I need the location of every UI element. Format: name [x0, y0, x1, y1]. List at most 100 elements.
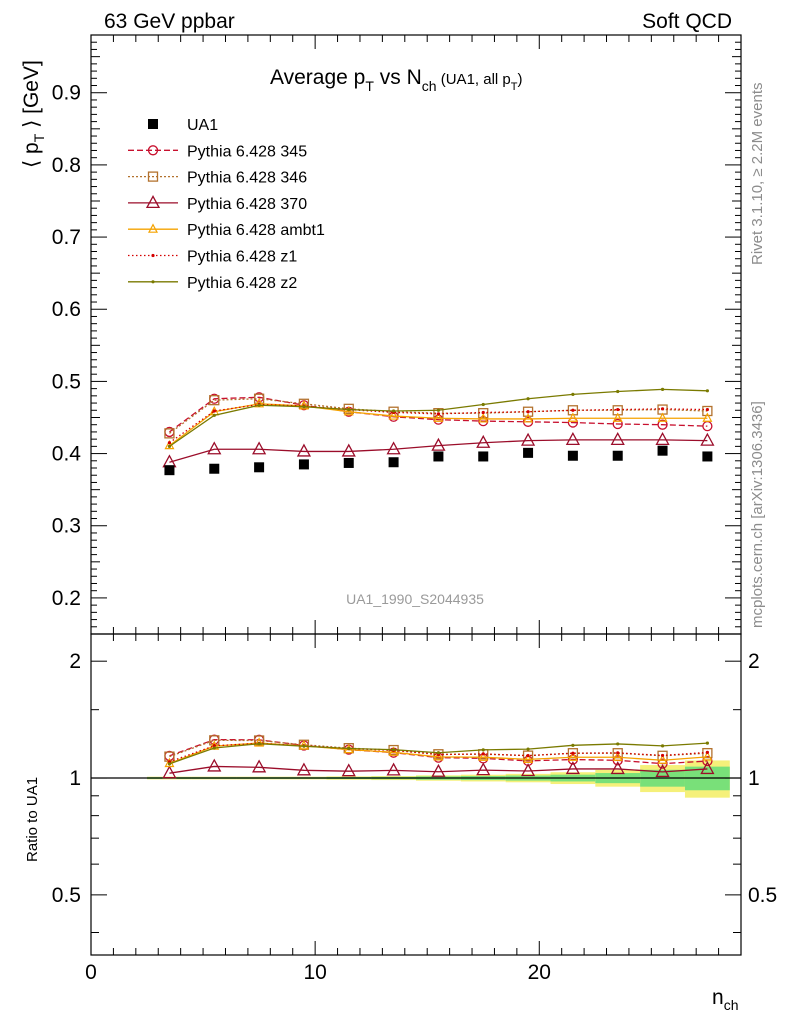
series-point [207, 441, 222, 455]
side-text-bottom: mcplots.cern.ch [arXiv:1306.3436] [749, 401, 766, 628]
series-point [702, 412, 713, 422]
ratio-y-label: Ratio to UA1 [24, 777, 41, 862]
series-ratio-point [162, 765, 177, 779]
series-ratio-point [660, 753, 665, 758]
series-point [164, 428, 175, 439]
data-point [298, 459, 309, 470]
x-tick-label: 20 [528, 961, 551, 984]
y-label-close: ⟩ [GeV] [20, 60, 43, 134]
y-tick-label: 0.2 [52, 587, 81, 610]
series-ratio-point [702, 751, 713, 761]
ratio-plot-frame [90, 633, 742, 956]
series-point [341, 443, 356, 457]
series-ratio-line [169, 765, 708, 774]
title-paren-close: ) [518, 71, 523, 88]
series-point [476, 434, 491, 448]
title-paren-open: (UA1, all p [437, 71, 511, 88]
legend-label: Pythia 6.428 345 [187, 143, 307, 160]
series-point [212, 409, 216, 413]
series-2 [162, 432, 715, 779]
x-tick-label: 10 [303, 961, 326, 984]
series-ratio-point [252, 759, 267, 773]
series-point [478, 413, 489, 423]
series-point [431, 437, 446, 451]
series-point [391, 409, 396, 413]
legend-label: Pythia 6.428 ambt1 [187, 222, 325, 239]
legend-marker [151, 253, 155, 258]
chart-title: Average pT vs Nch (UA1, all pT) [270, 66, 523, 94]
legend-label: Pythia 6.428 346 [187, 170, 307, 187]
series-ratio-point [705, 750, 709, 755]
y-tick-label: 0.7 [52, 226, 81, 249]
series-point [571, 392, 575, 396]
series-point [657, 412, 668, 422]
series-ratio-point [520, 763, 536, 777]
series-ratio-point [302, 744, 306, 748]
series-ratio-point [657, 754, 668, 764]
series-point [612, 412, 623, 422]
x-label-sub: ch [724, 997, 739, 1013]
y-tick-label: 0.6 [52, 298, 81, 321]
series-ratio-point [526, 747, 530, 751]
series-ratio-point [481, 748, 485, 752]
series-point [167, 444, 172, 448]
series-ratio-point [347, 746, 351, 751]
series-point [298, 398, 310, 409]
series-ratio-point [523, 753, 534, 763]
ratio-uncertainty-band [91, 760, 741, 798]
y-tick-label: 0.4 [52, 443, 82, 466]
series-point [567, 412, 578, 422]
series-ratio-point [478, 751, 489, 761]
series-line [169, 398, 708, 434]
series-ratio-point [481, 752, 485, 756]
series-point [298, 400, 309, 410]
data-point [388, 457, 399, 468]
title-main-sub: T [365, 78, 374, 94]
series-point [436, 412, 441, 416]
y-tick-label: 0.3 [52, 515, 81, 538]
title-mid: vs N [374, 66, 422, 89]
series-point [526, 397, 530, 401]
series-ratio-point [431, 763, 446, 777]
series-point [252, 441, 267, 455]
series-ratio-point [212, 744, 216, 748]
data-point [254, 462, 265, 473]
title-main: Average p [270, 66, 365, 89]
series-point [433, 412, 444, 422]
series-point [705, 407, 709, 412]
ratio-tick-label-right: 1 [748, 767, 760, 790]
y-label-sub: T [31, 133, 47, 142]
series-point [388, 410, 399, 420]
series-point [478, 415, 489, 427]
series-ratio-point [167, 762, 172, 766]
series-ratio-point [296, 762, 312, 776]
y-label-open: ⟨ p [20, 142, 43, 168]
series-ratio-point [207, 758, 222, 772]
series-ratio-point [212, 746, 216, 750]
series-ratio-point [702, 755, 713, 767]
ratio-tick-label-right: 2 [748, 650, 760, 673]
side-text-top: Rivet 3.1.10, ≥ 2.2M events [749, 83, 766, 266]
series-ratio-point [567, 754, 579, 765]
data-point [433, 451, 444, 462]
series-point [657, 419, 668, 430]
data-point [164, 465, 175, 476]
legend-label: Pythia 6.428 370 [187, 196, 307, 213]
data-point [209, 463, 220, 474]
series-point [610, 432, 625, 446]
series-point [481, 402, 485, 407]
axis-ticks: 0 10 20 0.2 0.3 0.4 0.5 0.6 0.7 0.8 0.9 0.5 0.5 1 1 2 2 [52, 35, 777, 984]
ratio-tick-label: 2 [69, 650, 81, 673]
series-point [700, 432, 715, 446]
series-ratio-point [254, 737, 265, 747]
series-ratio-point [388, 746, 399, 756]
header-left: 63 GeV ppbar [104, 10, 235, 33]
legend-label: Pythia 6.428 z1 [187, 249, 297, 266]
legend-marker [148, 119, 158, 129]
data-point [657, 445, 668, 456]
series-point [571, 408, 575, 412]
series-point [655, 432, 670, 446]
data-point [567, 450, 578, 461]
series-ratio-point [257, 742, 261, 746]
ratio-tick-label-right: 0.5 [748, 884, 777, 907]
